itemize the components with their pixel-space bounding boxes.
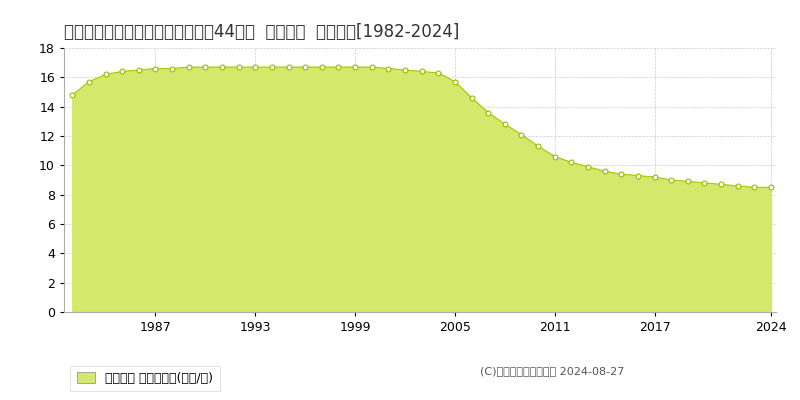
- Text: (C)土地価格ドットコム 2024-08-27: (C)土地価格ドットコム 2024-08-27: [480, 366, 624, 376]
- Text: 島根県大田市大田町大田字南代イ44番２  地価公示  地価推移[1982-2024]: 島根県大田市大田町大田字南代イ44番２ 地価公示 地価推移[1982-2024]: [64, 23, 459, 41]
- Legend: 地価公示 平均坊単価(万円/坊): 地価公示 平均坊単価(万円/坊): [70, 366, 219, 391]
